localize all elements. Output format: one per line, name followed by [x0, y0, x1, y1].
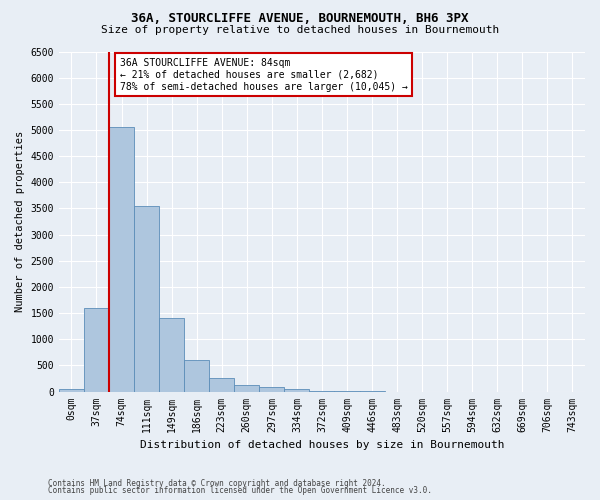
Bar [59, 389, 84, 392]
Bar [184, 360, 209, 392]
Bar [310, 390, 334, 392]
Bar [234, 386, 259, 392]
Text: 36A, STOURCLIFFE AVENUE, BOURNEMOUTH, BH6 3PX: 36A, STOURCLIFFE AVENUE, BOURNEMOUTH, BH… [131, 12, 469, 26]
Bar [259, 387, 284, 392]
Text: Contains public sector information licensed under the Open Government Licence v3: Contains public sector information licen… [48, 486, 432, 495]
Bar [109, 128, 134, 392]
Bar [209, 378, 234, 392]
Text: Size of property relative to detached houses in Bournemouth: Size of property relative to detached ho… [101, 25, 499, 35]
Text: Contains HM Land Registry data © Crown copyright and database right 2024.: Contains HM Land Registry data © Crown c… [48, 478, 386, 488]
Bar [134, 206, 159, 392]
Text: 36A STOURCLIFFE AVENUE: 84sqm
← 21% of detached houses are smaller (2,682)
78% o: 36A STOURCLIFFE AVENUE: 84sqm ← 21% of d… [119, 58, 407, 92]
Bar [159, 318, 184, 392]
Bar [284, 389, 310, 392]
Bar [84, 308, 109, 392]
X-axis label: Distribution of detached houses by size in Bournemouth: Distribution of detached houses by size … [140, 440, 504, 450]
Y-axis label: Number of detached properties: Number of detached properties [15, 131, 25, 312]
